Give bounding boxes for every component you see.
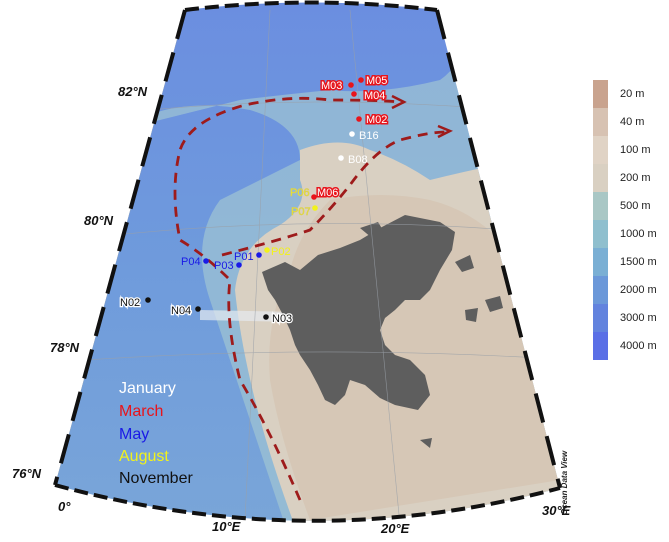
lat-label: 82°N — [118, 84, 148, 99]
station-label: M03 — [321, 80, 342, 92]
island-small — [485, 296, 503, 312]
colorbar-cell — [593, 136, 608, 164]
station-label: P06 — [290, 187, 310, 199]
colorbar-label: 4000 m — [620, 340, 657, 352]
colorbar-label: 100 m — [620, 144, 651, 156]
lon-label: 10°E — [212, 519, 241, 534]
arrowhead — [391, 94, 407, 110]
colorbar-label: 2000 m — [620, 284, 657, 296]
station-marker — [145, 297, 151, 303]
colorbar-cell — [593, 332, 608, 360]
station-label: M06 — [317, 187, 338, 199]
svalbard-land — [262, 215, 455, 410]
lon-label: 0° — [58, 499, 71, 514]
legend-march: March — [119, 403, 163, 420]
station-label: P04 — [181, 256, 201, 268]
lat-label: 76°N — [12, 466, 42, 481]
station-label: M02 — [366, 114, 387, 126]
station-marker — [358, 77, 364, 83]
island-small — [455, 255, 474, 272]
lat-label: 80°N — [84, 213, 114, 228]
colorbar-label: 20 m — [620, 88, 644, 100]
colorbar-cell — [593, 164, 608, 192]
station-label: P01 — [234, 251, 254, 263]
station-label: M04 — [364, 90, 385, 102]
station-label: P02 — [271, 246, 291, 258]
colorbar-cell — [593, 80, 608, 108]
island-small — [420, 438, 432, 448]
station-label: M05 — [366, 75, 387, 87]
station-marker — [236, 262, 242, 268]
station-marker — [348, 82, 354, 88]
station-marker — [351, 91, 357, 97]
station-label: N02 — [120, 297, 140, 309]
station-marker — [338, 155, 344, 161]
legend-november: November — [119, 470, 193, 487]
station-label: N04 — [171, 305, 191, 317]
station-label: B16 — [359, 130, 379, 142]
colorbar-cell — [593, 108, 608, 136]
ice-band — [200, 310, 300, 322]
station-marker — [311, 194, 317, 200]
credit-text: Ocean Data View — [560, 450, 569, 515]
arrowhead — [437, 124, 454, 139]
legend-august: August — [119, 448, 169, 465]
station-label: P03 — [214, 260, 234, 272]
island-small — [465, 308, 478, 322]
colorbar-cell — [593, 248, 608, 276]
colorbar-label: 200 m — [620, 172, 651, 184]
colorbar-label: 3000 m — [620, 312, 657, 324]
station-marker — [256, 252, 262, 258]
colorbar-cell — [593, 192, 608, 220]
colorbar-label: 1500 m — [620, 256, 657, 268]
colorbar-label: 500 m — [620, 200, 651, 212]
month-legend: January March May August November — [119, 380, 193, 487]
colorbar-cell — [593, 304, 608, 332]
station-label: P07 — [291, 206, 311, 218]
colorbar-cell — [593, 276, 608, 304]
depth-colorbar: 20 m 40 m 100 m 200 m 500 m 1000 m 1500 … — [593, 80, 657, 360]
lat-label: 78°N — [50, 340, 80, 355]
colorbar-label: 1000 m — [620, 228, 657, 240]
station-marker — [195, 306, 201, 312]
station-label: B08 — [348, 154, 368, 166]
lon-label: 20°E — [380, 521, 410, 536]
colorbar-cell — [593, 220, 608, 248]
lon-label: 30°E — [542, 503, 571, 518]
legend-may: May — [119, 426, 149, 443]
colorbar-label: 40 m — [620, 116, 644, 128]
station-marker — [203, 258, 209, 264]
station-marker — [264, 247, 270, 253]
station-label: N03 — [272, 313, 292, 325]
island-small — [360, 222, 384, 238]
station-marker — [263, 314, 269, 320]
map-frame — [53, 0, 562, 523]
station-marker — [356, 116, 362, 122]
stations: M05 M03 M04 M02 B16 B08 M06 P06 P07 P01 … — [119, 74, 389, 327]
station-marker — [349, 131, 355, 137]
legend-january: January — [119, 380, 176, 397]
station-marker — [312, 205, 318, 211]
